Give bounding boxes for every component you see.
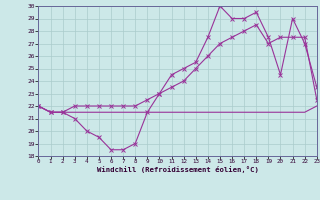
X-axis label: Windchill (Refroidissement éolien,°C): Windchill (Refroidissement éolien,°C) — [97, 166, 259, 173]
